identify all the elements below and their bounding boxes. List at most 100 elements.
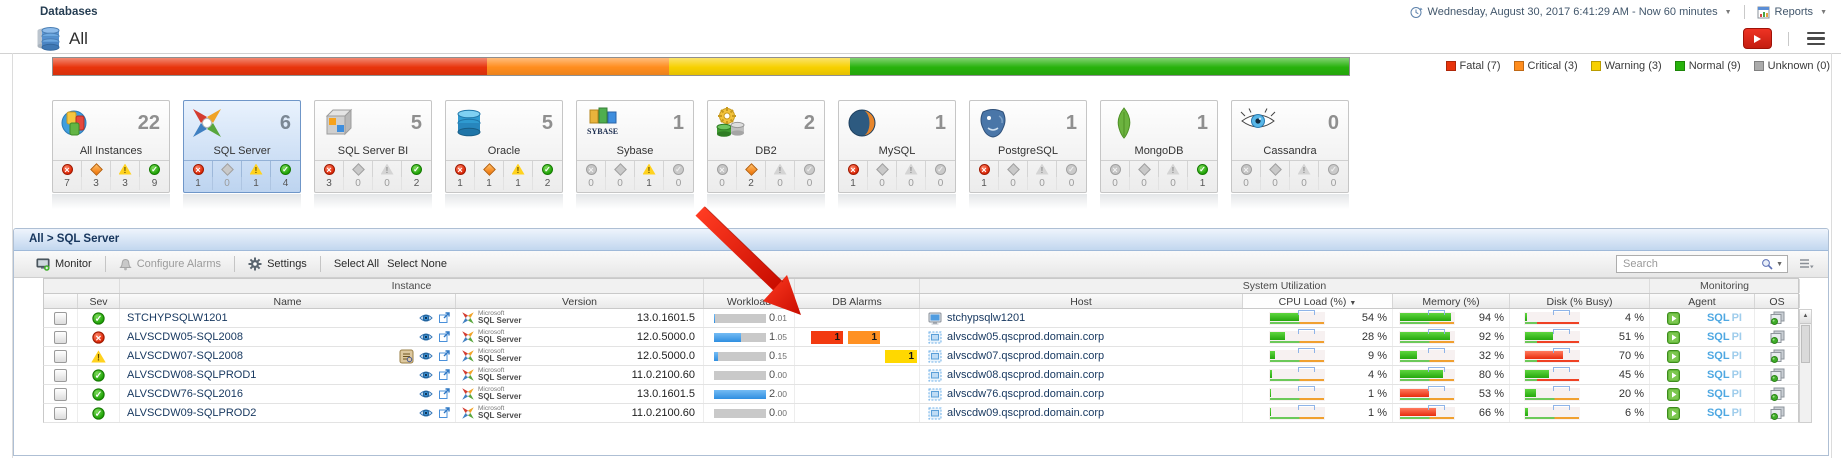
tile-postgresql[interactable]: 1 PostgreSQL ×! ✓ 1 0 0 0 [969,100,1087,193]
reports-menu[interactable]: Reports [1774,6,1814,18]
row-checkbox[interactable] [54,387,67,401]
agent-label[interactable]: SQL PI [1706,312,1742,324]
tile-mysql[interactable]: 1 MySQL ×! ✓ 1 0 0 0 [838,100,956,193]
statusbar-segment-critical[interactable] [487,58,670,75]
col-header-os[interactable]: OS [1755,294,1800,308]
sql-server-bi-logo [321,106,357,140]
agent-label[interactable]: SQL PI [1706,331,1742,343]
tile-warning-count: 0 [373,177,402,190]
overview-eye-icon[interactable] [419,408,433,418]
warning-alarm-badge[interactable]: 1 [885,349,917,363]
table-row[interactable]: × ALVSCDW05-SQL2008 Microsoft SQL Server 12.… [43,328,1800,347]
open-external-icon[interactable] [438,331,450,343]
select-all-button[interactable]: Select All [333,258,380,270]
settings-button[interactable]: Settings [244,257,311,271]
row-checkbox[interactable] [54,330,67,344]
open-external-icon[interactable] [438,388,450,400]
row-checkbox[interactable] [54,349,67,363]
statusbar-segment-fatal[interactable] [53,58,488,75]
tile-db2[interactable]: 2 DB2 ×! ✓ 0 2 0 0 [707,100,825,193]
tile-name: Cassandra [1232,145,1348,161]
statusbar-segment-warning[interactable] [668,58,851,75]
table-row[interactable]: ✓ ALVSCDW09-SQLPROD2 Microsoft SQL Server 11… [43,404,1800,423]
agent-label[interactable]: SQL PI [1706,388,1742,400]
agent-label[interactable]: SQL PI [1706,407,1742,419]
col-header-agent[interactable]: Agent [1650,294,1755,308]
fatal-alarm-badge[interactable]: 1 [811,330,843,344]
critical-alarm-badge[interactable]: 1 [848,330,880,344]
col-header-memory[interactable]: Memory (%) [1393,294,1510,308]
row-checkbox[interactable] [54,311,67,325]
sql-server-product-icon [461,387,475,401]
row-checkbox[interactable] [54,368,67,382]
open-external-icon[interactable] [438,350,450,362]
monitor-button[interactable]: Monitor [32,258,96,271]
col-header-workload[interactable]: Workload [704,294,795,308]
tile-sql-server-bi[interactable]: 5 SQL Server BI ×! ✓ 3 0 0 2 [314,100,432,193]
open-external-icon[interactable] [438,369,450,381]
chevron-down-icon[interactable]: ▼ [1776,260,1783,268]
legend-item-fatal[interactable]: Fatal (7) [1445,60,1501,72]
virtual-host-icon [928,369,942,382]
configure-alarms-button[interactable]: Configure Alarms [115,258,225,271]
table-scrollbar[interactable]: ▲ [1799,309,1812,423]
tile-cassandra[interactable]: 0 Cassandra ×! ✓ 0 0 0 0 [1231,100,1349,193]
overview-eye-icon[interactable] [419,389,433,399]
menu-button[interactable] [1805,30,1827,48]
legend-item-warning[interactable]: Warning (3) [1590,60,1662,72]
legend-item-normal[interactable]: Normal (9) [1674,60,1741,72]
panel-breadcrumb[interactable]: All > SQL Server [14,229,1828,251]
tile-warning-count: 1 [635,177,664,190]
time-range-control[interactable]: Wednesday, August 30, 2017 6:41:29 AM - … [1410,5,1827,19]
col-header-disk[interactable]: Disk (% Busy) [1510,294,1650,308]
scroll-up-icon[interactable]: ▲ [1800,310,1811,324]
tile-all-instances[interactable]: 22 All Instances ×! ✓ 7 3 3 9 [52,100,170,193]
chevron-down-icon: ▼ [1724,8,1732,16]
utilization-value: 45 % [1618,369,1644,381]
col-header-sev[interactable]: Sev [78,294,120,308]
open-external-icon[interactable] [438,407,450,419]
table-row[interactable]: ! ALVSCDW07-SQL2008 Microsoft SQL Server 12.… [43,347,1800,366]
overview-eye-icon[interactable] [419,351,433,361]
breadcrumb[interactable]: Databases [40,6,98,18]
col-header-host[interactable]: Host [920,294,1243,308]
legend-item-critical[interactable]: Critical (3) [1513,60,1578,72]
tile-oracle[interactable]: 5 Oracle ×! ✓ 1 1 1 2 [445,100,563,193]
tile-count: 1 [1196,111,1208,134]
col-header-cpu[interactable]: CPU Load (%) ▼ [1243,294,1393,308]
table-row[interactable]: ✓ ALVSCDW08-SQLPROD1 Microsoft SQL Server 11… [43,366,1800,385]
agent-label[interactable]: SQL PI [1706,350,1742,362]
overview-eye-icon[interactable] [419,370,433,380]
tile-sql-server[interactable]: 6 SQL Server ×! ✓ 1 0 1 4 [183,100,301,193]
col-header-name[interactable]: Name [120,294,456,308]
statusbar-segment-normal[interactable] [850,58,1349,75]
video-help-button[interactable] [1743,28,1772,49]
search-input[interactable] [1621,257,1759,271]
legend-item-unknown[interactable]: Unknown (0) [1753,60,1830,72]
tile-normal-count: 0 [1330,178,1337,189]
tile-fatal-count: 3 [315,177,344,190]
col-header-db-alarms[interactable]: DB Alarms [795,294,920,308]
search-icon[interactable] [1761,258,1773,270]
overview-eye-icon[interactable] [419,332,433,342]
agent-label[interactable]: SQL PI [1706,369,1742,381]
select-none-button[interactable]: Select None [387,258,447,270]
customizer-icon[interactable] [1799,258,1814,270]
overview-eye-icon[interactable] [419,313,433,323]
workload-value: 0.15 [769,350,787,362]
table-row[interactable]: ✓ STCHYPSQLW1201 Microsoft SQL Server 13.0.1… [43,309,1800,328]
instances-table: Instance System Utilization Monitoring Sev N… [43,278,1813,423]
version-value: 13.0.1601.5 [636,312,695,324]
tile-count: 0 [1327,111,1339,134]
tile-sybase[interactable]: SYBASE 1 Sybase ×! ✓ 0 0 1 0 [576,100,694,193]
utilization-value: 20 % [1618,388,1644,400]
col-header-version[interactable]: Version [456,294,704,308]
divider [1743,5,1745,19]
utilization-gauge [1269,366,1325,382]
table-row[interactable]: ✓ ALVSCDW76-SQL2016 Microsoft SQL Server 13.… [43,385,1800,404]
tile-mongodb[interactable]: 1 MongoDB ×! ✓ 0 0 0 1 [1100,100,1218,193]
open-external-icon[interactable] [438,312,450,324]
sql-server-product-icon [461,368,475,382]
row-checkbox[interactable] [54,406,67,420]
